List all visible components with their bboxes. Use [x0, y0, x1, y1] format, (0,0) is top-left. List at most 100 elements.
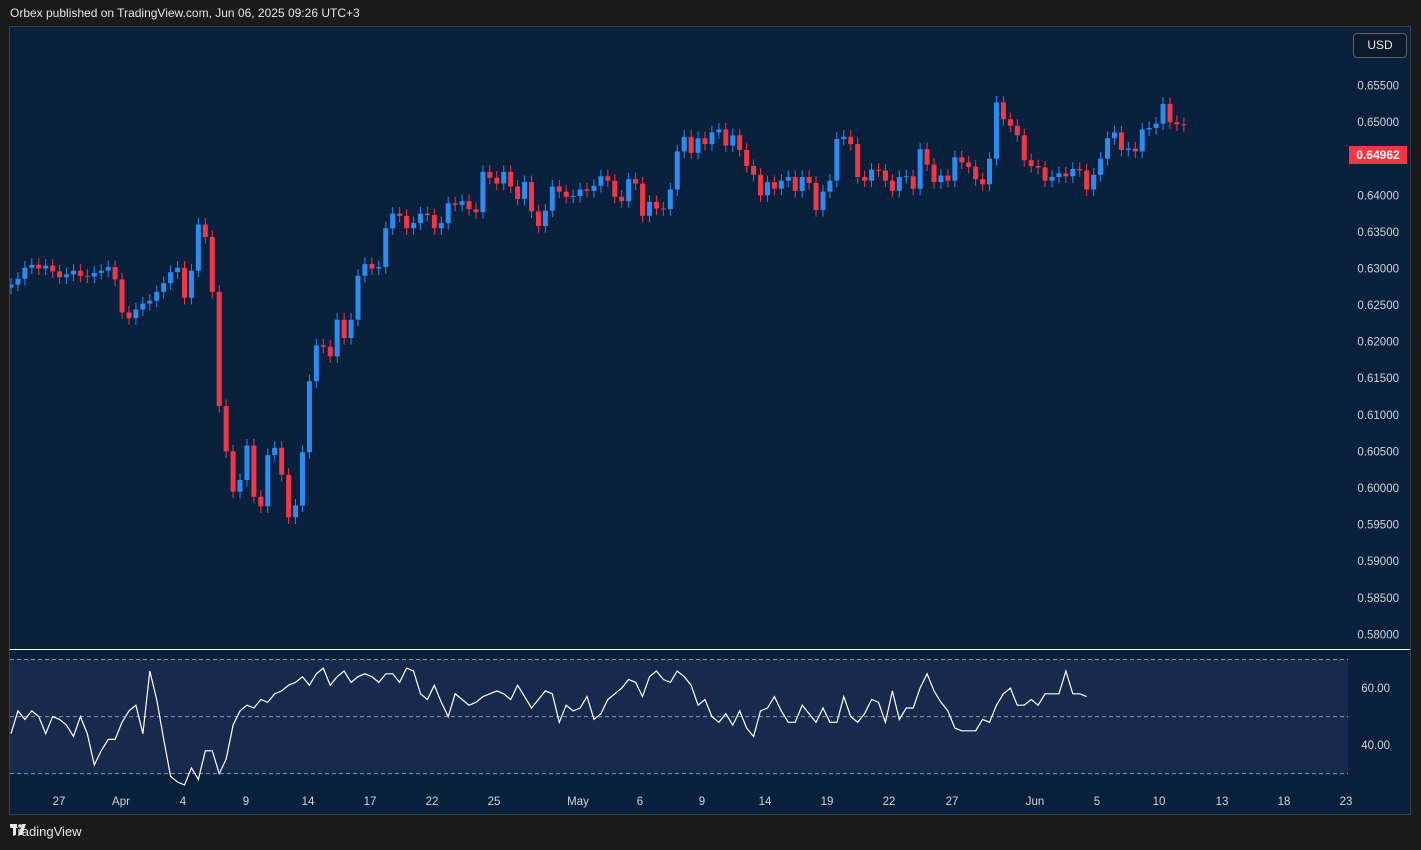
candle-body [411, 223, 417, 229]
candle [50, 258, 56, 278]
candle-body [57, 271, 63, 278]
candle-body [355, 275, 361, 320]
candle-body [508, 171, 514, 187]
candle [1056, 166, 1062, 184]
candle-body [306, 381, 312, 453]
candle-body [778, 180, 784, 189]
time-tick-label: 13 [1216, 796, 1229, 808]
candle-body [827, 180, 833, 192]
candle [841, 130, 847, 146]
candle-body [1077, 168, 1083, 171]
candle-body [299, 452, 305, 506]
candle [681, 130, 687, 158]
candle-body [22, 267, 28, 279]
candle [258, 490, 264, 513]
candle-body [896, 177, 902, 191]
candle [1042, 160, 1048, 188]
candle [570, 189, 576, 204]
candle-body [1139, 129, 1145, 152]
time-tick-label: 10 [1153, 796, 1166, 808]
candle [223, 399, 229, 459]
currency-button[interactable]: USD [1353, 33, 1407, 58]
candle [341, 313, 347, 345]
candle [306, 374, 312, 459]
candle-body [848, 136, 854, 145]
candle [771, 175, 777, 196]
candle [119, 272, 125, 319]
candle-body [876, 169, 881, 171]
candle-body [764, 182, 770, 196]
candle [584, 182, 590, 198]
candle-body [112, 267, 118, 280]
candle [230, 444, 236, 499]
candle-body [952, 157, 958, 181]
candle [10, 277, 14, 295]
candle-body [168, 272, 174, 284]
candle-body [1125, 148, 1131, 150]
price-tick-label: 0.63000 [1357, 263, 1399, 275]
footer-brand-label: TradingView [10, 824, 82, 839]
candle-body [209, 237, 215, 292]
candle-body [924, 149, 930, 165]
candle-body [993, 102, 999, 159]
candle-body [1167, 103, 1173, 123]
candle-body [362, 264, 368, 276]
candle-body [313, 345, 319, 382]
chart-canvas[interactable]: 0.660000.655000.650000.645000.640000.635… [10, 27, 1411, 815]
candle-body [445, 203, 451, 224]
chart-panel[interactable]: 0.660000.655000.650000.645000.640000.635… [9, 26, 1411, 815]
candle [869, 163, 875, 188]
candle-body [522, 182, 528, 199]
candle [917, 142, 923, 196]
candle [1167, 97, 1173, 129]
candle-body [556, 186, 562, 192]
candle-body [459, 201, 465, 205]
time-tick-label: 9 [699, 796, 705, 808]
candle-body [293, 505, 299, 518]
candle-body [820, 191, 826, 210]
candle [563, 185, 569, 204]
time-tick-label: 4 [180, 796, 187, 808]
candle-body [70, 270, 76, 275]
candle-body [105, 267, 111, 271]
candle [362, 257, 368, 283]
rsi-tick-label: 40.00 [1361, 740, 1390, 752]
candle-body [1056, 173, 1062, 178]
candle-body [945, 175, 951, 181]
candle-body [681, 136, 687, 152]
candle-body [43, 265, 49, 269]
time-tick-label: 27 [946, 796, 959, 808]
last-price-label: 0.64962 [1349, 146, 1407, 164]
candle [98, 264, 104, 280]
candle [84, 269, 90, 284]
candle-body [723, 129, 729, 146]
candle-body [1084, 170, 1090, 190]
candle [293, 498, 299, 524]
candle [1021, 128, 1027, 167]
candle [133, 302, 139, 325]
candle-body [279, 447, 285, 475]
candle-body [633, 179, 639, 184]
candle-body [417, 213, 423, 224]
candle [598, 169, 604, 193]
candle-body [1014, 125, 1020, 136]
candle [70, 264, 76, 281]
price-tick-label: 0.61000 [1357, 410, 1399, 422]
candle [591, 179, 597, 198]
price-tick-label: 0.65500 [1357, 81, 1399, 93]
candle [244, 438, 250, 487]
candle-body [591, 185, 597, 191]
candle [175, 261, 181, 279]
candle [1063, 166, 1069, 183]
candle-body [959, 157, 965, 163]
candle [480, 165, 486, 219]
candle-body [605, 176, 611, 181]
candle [896, 170, 902, 198]
candle [1125, 141, 1131, 157]
candle [424, 207, 430, 222]
candle-body [1132, 148, 1138, 152]
candle [848, 130, 854, 151]
candle [945, 168, 951, 188]
footer-brand[interactable]: TradingView [10, 824, 82, 839]
candle [633, 172, 639, 191]
